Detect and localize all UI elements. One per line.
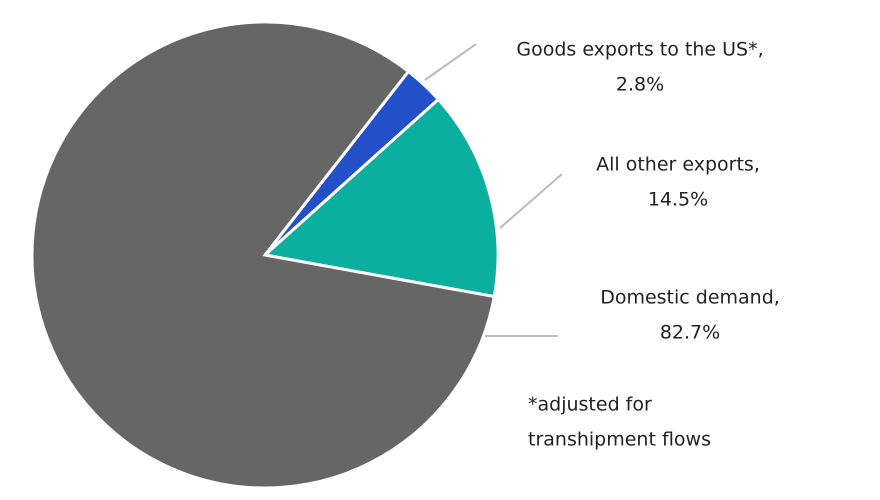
note: transhipment flows: [528, 429, 711, 451]
slice-label: Goods exports to the US*,: [516, 39, 763, 61]
note: *adjusted for: [528, 394, 652, 416]
leader-line: [499, 173, 563, 229]
value-label: 14.5%: [648, 189, 708, 211]
slice-label: Domestic demand,: [600, 287, 780, 309]
pie-slice: [261, 97, 500, 299]
value-label: 2.8%: [616, 74, 664, 96]
leader-line: [424, 43, 477, 81]
value-label: 82.7%: [660, 322, 720, 344]
pie-slice: [30, 20, 497, 490]
slice-label: All other exports,: [596, 154, 760, 176]
